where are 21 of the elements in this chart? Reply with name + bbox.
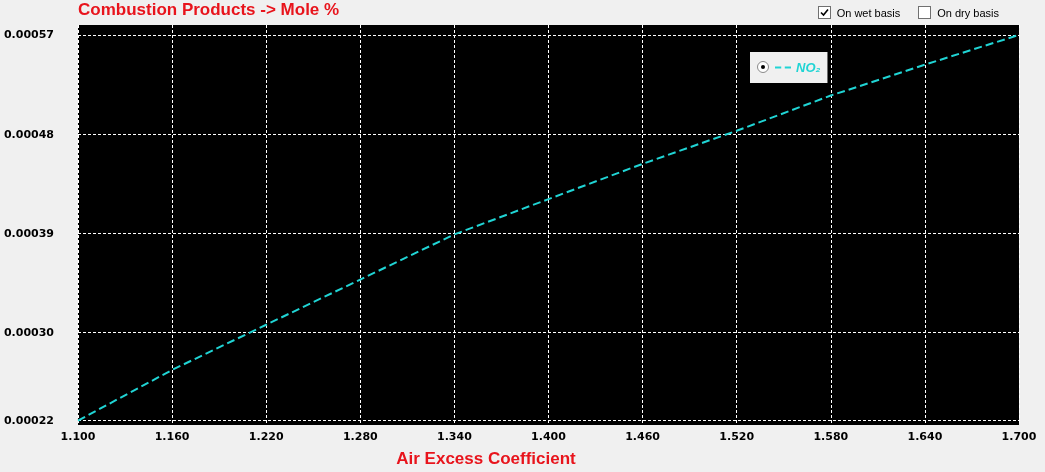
y-tick-label: 0.00057 [3,28,54,42]
chart-title: Combustion Products -> Mole % [78,0,340,19]
x-tick-label: 1.340 [437,430,473,443]
x-tick-label: 1.640 [907,430,943,443]
y-tick-label: 0.00022 [3,414,54,428]
x-tick-label: 1.100 [60,430,96,443]
text: On wet basis [836,6,901,19]
y-tick-label: 0.00030 [3,325,55,339]
y-tick-label: 0.00039 [3,226,54,240]
x-tick-label: 1.460 [625,430,661,443]
x-tick-label: 1.280 [342,430,379,443]
x-axis-title: Air Excess Coefficient [396,449,577,468]
x-tick-label: 1.520 [719,430,755,443]
legend-label: NO₂ [796,60,821,75]
y-tick-label: 0.00048 [3,127,54,141]
x-tick-label: 1.400 [531,430,567,443]
x-tick-label: 1.700 [1001,430,1037,443]
x-tick-label: 1.580 [813,430,849,443]
x-tick-label: 1.160 [154,430,190,443]
text: On dry basis [937,6,999,19]
x-tick-label: 1.220 [248,430,284,443]
